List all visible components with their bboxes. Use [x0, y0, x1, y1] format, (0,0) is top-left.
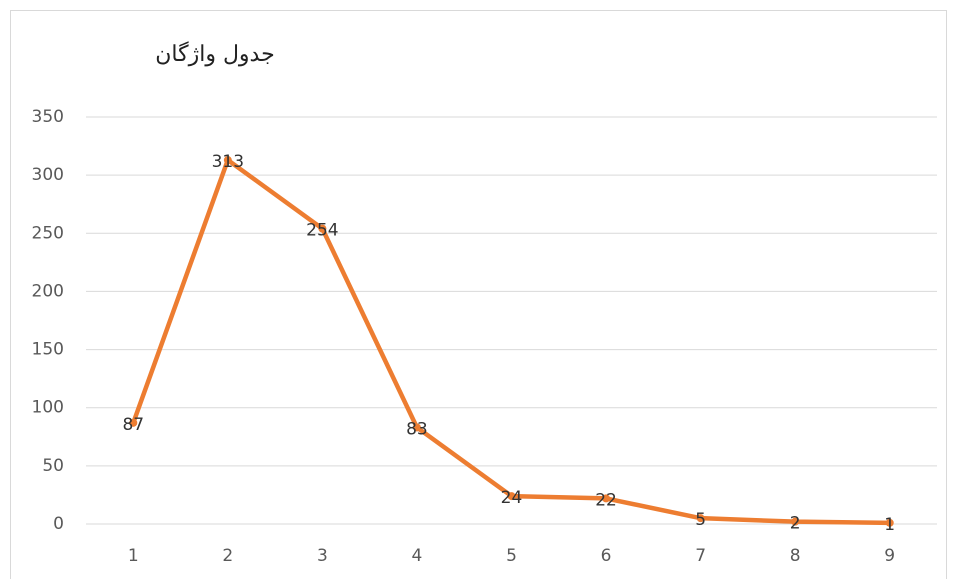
point	[885, 518, 894, 527]
point	[602, 494, 611, 503]
data-label: 5	[695, 510, 706, 530]
y-tick-label: 200	[32, 281, 64, 301]
data-label: 1	[884, 515, 895, 535]
data-label: 22	[595, 490, 617, 510]
data-label: 87	[122, 415, 144, 435]
data-label: 313	[212, 152, 244, 172]
point	[696, 514, 705, 523]
data-label: 254	[306, 221, 338, 241]
x-tick-label: 2	[222, 546, 233, 566]
y-tick-label: 300	[32, 165, 64, 185]
point	[791, 517, 800, 526]
data-label: 24	[501, 488, 523, 508]
x-tick-label: 6	[601, 546, 612, 566]
chart-border	[10, 10, 947, 579]
x-tick-label: 3	[317, 546, 328, 566]
data-label: 83	[406, 419, 428, 439]
point	[129, 418, 138, 427]
x-tick-label: 5	[506, 546, 517, 566]
point	[507, 492, 516, 501]
y-tick-label: 0	[53, 514, 64, 534]
point	[223, 156, 232, 165]
x-tick-label: 9	[884, 546, 895, 566]
point	[318, 224, 327, 233]
y-tick-label: 250	[32, 223, 64, 243]
x-tick-label: 1	[128, 546, 139, 566]
data-label: 2	[790, 514, 801, 534]
point	[412, 423, 421, 432]
chart-title: جدول واژگان	[155, 41, 274, 67]
x-tick-label: 7	[695, 546, 706, 566]
y-tick-label: 150	[32, 340, 64, 360]
y-tick-label: 50	[42, 456, 64, 476]
x-tick-label: 8	[790, 546, 801, 566]
x-tick-label: 4	[412, 546, 423, 566]
line	[131, 157, 892, 526]
y-tick-label: 100	[32, 398, 64, 418]
y-tick-label: 350	[32, 107, 64, 127]
